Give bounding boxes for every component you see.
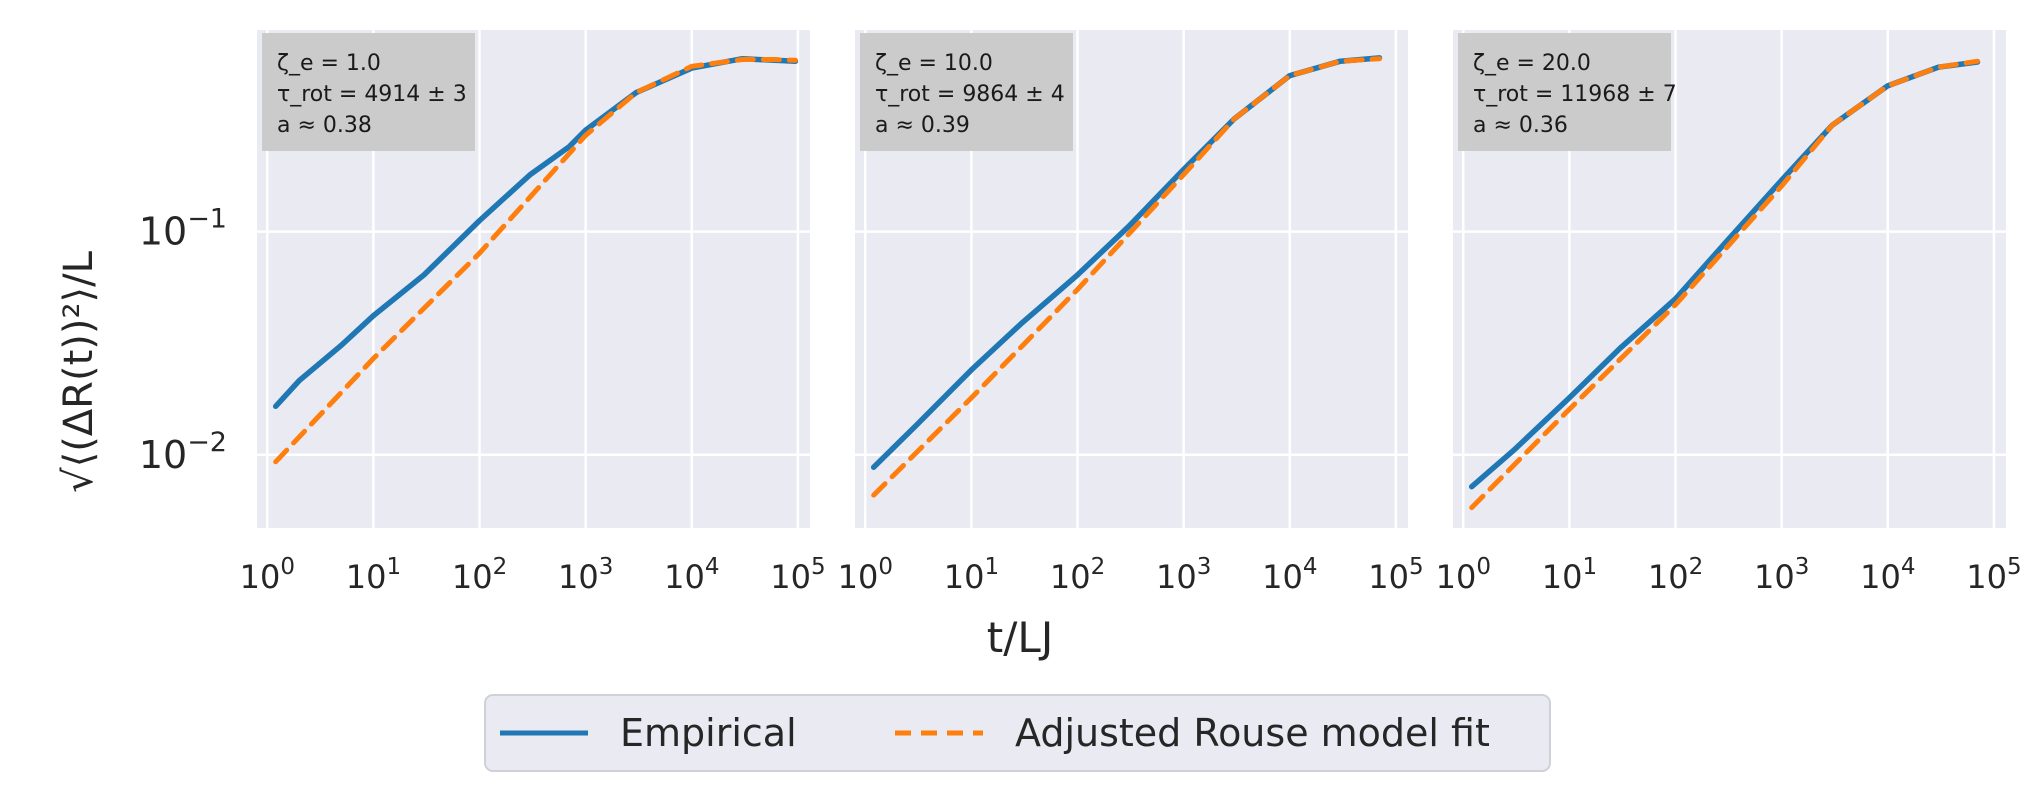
y-tick-label: 10−2 [139, 427, 227, 477]
annotation-bg [262, 33, 475, 151]
annotation-line: ζ_e = 1.0 [277, 51, 381, 76]
annotation-line: ζ_e = 10.0 [875, 51, 993, 76]
x-tick-label: 101 [944, 554, 999, 596]
x-tick-label: 105 [770, 554, 825, 596]
annotation-line: a ≈ 0.38 [277, 113, 372, 138]
x-tick-label: 104 [664, 554, 719, 596]
x-tick-label: 103 [1754, 554, 1809, 596]
y-axis-label: √⟨(ΔR(t))²⟩/L [56, 250, 102, 492]
annotation-box: ζ_e = 1.0 τ_rot = 4914 ± 3 a ≈ 0.38 [262, 33, 475, 151]
empirical-series-line [272, 55, 799, 410]
legend-box [484, 694, 1551, 772]
legend-fit-label: Adjusted Rouse model fit [1015, 711, 1490, 755]
panel-1: 100 101 102 103 104 105 10−1 10−2 ζ_e = 1.0 τ_rot… [139, 30, 826, 596]
annotation-box: ζ_e = 10.0 τ_rot = 9864 ± 4 a ≈ 0.39 [860, 33, 1073, 151]
panel-3: 100 101 102 103 104 105 ζ_e = 20.0 τ_rot = 1196… [1436, 30, 2022, 596]
annotation-line: τ_rot = 9864 ± 4 [875, 82, 1065, 107]
annotation-line: ζ_e = 20.0 [1473, 51, 1591, 76]
fit-series-line [273, 57, 798, 465]
x-tick-label: 102 [1050, 554, 1105, 596]
x-tick-label: 101 [1542, 554, 1597, 596]
fit-series-line [1469, 58, 1980, 511]
x-tick-label: 105 [1966, 554, 2021, 596]
x-tick-label: 103 [1156, 554, 1211, 596]
panels: 100 101 102 103 104 105 10−1 10−2 ζ_e = 1.0 τ_rot… [139, 30, 2022, 596]
x-tick-label: 105 [1368, 554, 1423, 596]
annotation-line: a ≈ 0.39 [875, 113, 970, 138]
annotation-bg [860, 33, 1073, 151]
panel-2: 100 101 102 103 104 105 ζ_e = 10.0 τ_rot = 9864… [838, 30, 1424, 596]
x-tick-label: 100 [1436, 554, 1491, 596]
x-axis-label: t/LJ [987, 613, 1053, 662]
x-tick-label: 104 [1262, 554, 1317, 596]
fit-series-line [871, 56, 1382, 498]
annotation-line: τ_rot = 11968 ± 7 [1473, 82, 1677, 107]
annotation-line: τ_rot = 4914 ± 3 [277, 82, 467, 107]
annotation-line: a ≈ 0.36 [1473, 113, 1568, 138]
x-tick-label: 102 [452, 554, 507, 596]
annotation-bg [1458, 33, 1671, 151]
x-tick-label: 103 [558, 554, 613, 596]
x-tick-label: 102 [1648, 554, 1703, 596]
x-tick-label: 100 [240, 554, 295, 596]
legend: Empirical Adjusted Rouse model fit [484, 694, 1551, 772]
y-tick-label: 10−1 [139, 204, 227, 254]
x-tick-label: 104 [1860, 554, 1915, 596]
x-tick-label: 101 [346, 554, 401, 596]
legend-empirical-label: Empirical [620, 711, 797, 755]
annotation-box: ζ_e = 20.0 τ_rot = 11968 ± 7 a ≈ 0.36 [1458, 33, 1677, 151]
x-tick-label: 100 [838, 554, 893, 596]
